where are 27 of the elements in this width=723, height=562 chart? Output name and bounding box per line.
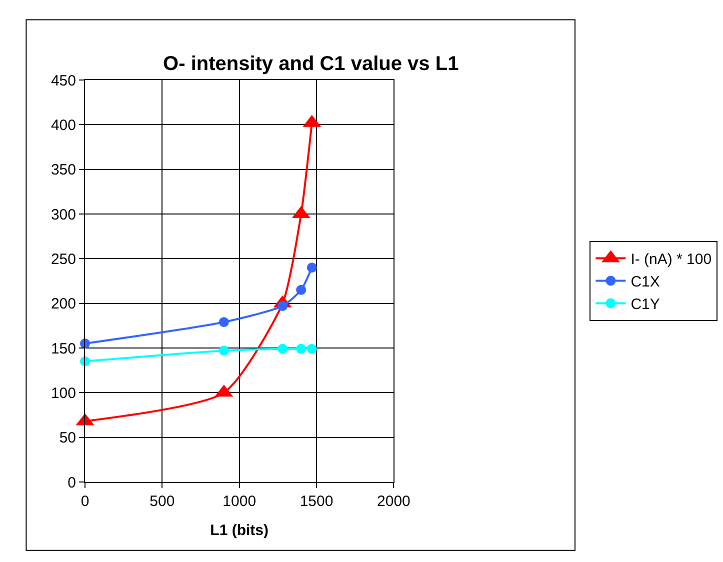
y-tick-label: 450 [50, 72, 76, 90]
point [296, 284, 306, 295]
point [296, 344, 306, 354]
y-tick-label: 150 [50, 340, 76, 358]
point [306, 344, 317, 354]
x-tick-label: 500 [150, 493, 175, 510]
y-tick-label: 350 [50, 162, 76, 179]
y-tick-label: 200 [50, 296, 76, 313]
x-tick-label: 2000 [377, 493, 410, 510]
point [278, 344, 288, 354]
point [306, 262, 317, 273]
x-tick-label: 1500 [300, 493, 334, 510]
legend-label: C1Y [630, 296, 660, 314]
chart-title: O- intensity and C1 value vs L1 [163, 53, 459, 76]
y-tick-label: 50 [59, 430, 76, 447]
x-tick-label: 0 [80, 493, 90, 510]
y-tick-label: 250 [50, 250, 76, 268]
x-tick-label: 1000 [222, 493, 256, 510]
y-tick-label: 100 [50, 384, 76, 402]
point [218, 346, 229, 356]
y-tick-label: 0 [68, 474, 76, 492]
x-axis-title: L1 (bits) [210, 522, 269, 539]
point [218, 317, 229, 328]
y-tick-label: 400 [50, 116, 76, 134]
y-tick-label: 300 [50, 206, 76, 224]
legend-label: I- (nA) * 100 [630, 251, 712, 268]
legend-label: C1X [630, 274, 660, 291]
